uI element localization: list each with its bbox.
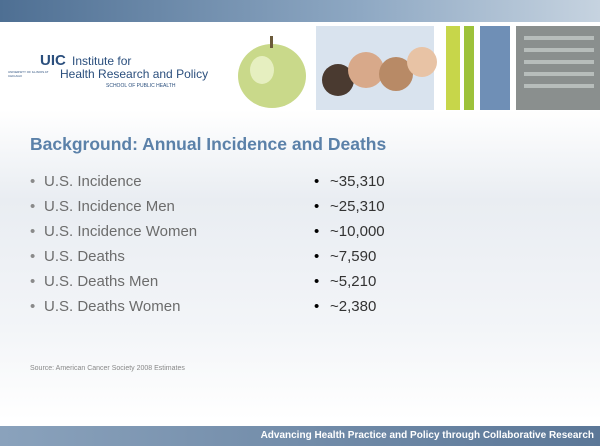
item-label: U.S. Incidence — [44, 173, 142, 190]
bullet: • — [314, 198, 320, 215]
bullet: • — [30, 273, 36, 290]
item-value: ~35,310 — [330, 173, 385, 190]
green-bar — [446, 26, 460, 110]
slide-title: Background: Annual Incidence and Deaths — [30, 134, 387, 154]
item-row: • U.S. Deaths • ~7,590 — [0, 248, 600, 272]
item-row: • U.S. Incidence • ~35,310 — [0, 173, 600, 197]
item-label: U.S. Deaths Men — [44, 273, 159, 290]
apple-stem — [270, 36, 273, 48]
bullet: • — [30, 223, 36, 240]
bullet: • — [30, 248, 36, 265]
apple-highlight — [250, 56, 274, 84]
logo-brand: UIC — [40, 52, 66, 69]
bullet: • — [30, 198, 36, 215]
bullet: • — [314, 273, 320, 290]
source-note: Source: American Cancer Society 2008 Est… — [30, 365, 185, 372]
item-label: U.S. Deaths — [44, 248, 125, 265]
item-row: • U.S. Incidence Women • ~10,000 — [0, 223, 600, 247]
item-row: • U.S. Deaths Women • ~2,380 — [0, 298, 600, 322]
bullet: • — [314, 248, 320, 265]
footer-text: Advancing Health Practice and Policy thr… — [260, 430, 594, 441]
green-bar — [464, 26, 474, 110]
bullet: • — [314, 223, 320, 240]
item-label: U.S. Incidence Men — [44, 198, 175, 215]
logo-university: UNIVERSITY OF ILLINOIS AT CHICAGO — [8, 70, 49, 78]
top-bar — [0, 0, 600, 22]
header: UIC Institute for UNIVERSITY OF ILLINOIS… — [0, 22, 600, 110]
bullet: • — [314, 298, 320, 315]
logo-school: SCHOOL OF PUBLIC HEALTH — [106, 83, 176, 89]
item-value: ~2,380 — [330, 298, 377, 315]
item-row: • U.S. Incidence Men • ~25,310 — [0, 198, 600, 222]
item-label: U.S. Deaths Women — [44, 298, 181, 315]
bullet: • — [30, 298, 36, 315]
item-value: ~10,000 — [330, 223, 385, 240]
child — [379, 57, 413, 91]
child — [348, 52, 384, 88]
item-value: ~5,210 — [330, 273, 377, 290]
item-row: • U.S. Deaths Men • ~5,210 — [0, 273, 600, 297]
item-label: U.S. Incidence Women — [44, 223, 198, 240]
blue-block — [480, 26, 510, 110]
child — [322, 64, 354, 96]
bullet: • — [30, 173, 36, 190]
building-windows — [524, 36, 594, 88]
item-value: ~7,590 — [330, 248, 377, 265]
header-images — [238, 26, 600, 110]
logo-line: Institute for — [72, 54, 132, 68]
child — [407, 47, 437, 77]
item-value: ~25,310 — [330, 198, 385, 215]
footer-bar: Advancing Health Practice and Policy thr… — [0, 426, 600, 446]
logo-line: Health Research and Policy — [60, 67, 209, 81]
bullet: • — [314, 173, 320, 190]
